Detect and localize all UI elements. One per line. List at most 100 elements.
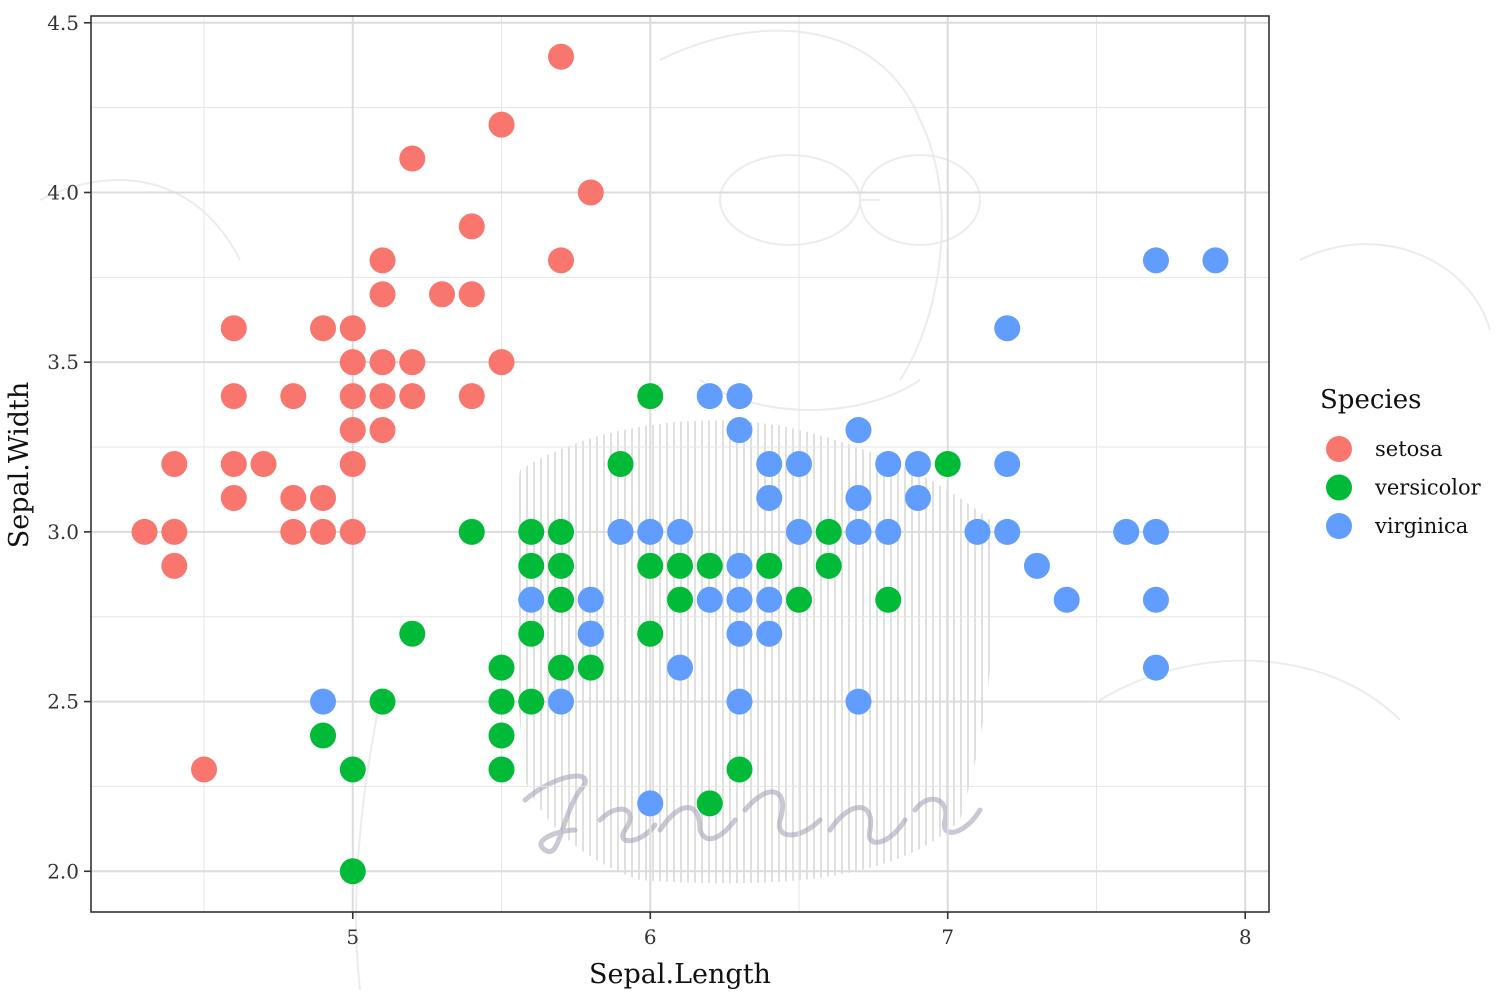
- data-point-setosa: [369, 281, 396, 308]
- data-point-virginica: [845, 417, 872, 444]
- data-point-versicolor: [637, 383, 664, 410]
- y-axis-title: Sepal.Width: [4, 382, 35, 549]
- data-point-versicolor: [726, 756, 753, 783]
- x-tick-label: 6: [644, 925, 657, 949]
- legend: Species setosa versicolor virginica: [1320, 385, 1482, 539]
- data-point-setosa: [191, 756, 218, 783]
- data-point-virginica: [1053, 586, 1080, 613]
- plot-border: [90, 15, 1270, 913]
- data-point-setosa: [339, 518, 366, 545]
- data-point-setosa: [339, 383, 366, 410]
- data-point-versicolor: [696, 790, 723, 817]
- data-point-versicolor: [310, 722, 337, 749]
- data-point-versicolor: [339, 756, 366, 783]
- data-point-virginica: [667, 654, 693, 681]
- data-point-virginica: [607, 518, 634, 545]
- legend-items: setosa versicolor virginica: [1326, 436, 1482, 539]
- legend-key-virginica: [1326, 513, 1352, 539]
- data-point-virginica: [1023, 552, 1050, 579]
- data-point-setosa: [339, 417, 366, 444]
- data-point-virginica: [667, 518, 693, 545]
- data-point-setosa: [161, 518, 188, 545]
- data-point-virginica: [1202, 247, 1229, 274]
- data-point-versicolor: [458, 518, 485, 545]
- data-point-setosa: [577, 179, 604, 206]
- data-point-setosa: [220, 451, 247, 477]
- data-point-virginica: [904, 451, 931, 477]
- data-point-virginica: [994, 451, 1021, 477]
- data-point-setosa: [488, 349, 515, 376]
- data-point-setosa: [250, 451, 277, 477]
- data-point-virginica: [756, 620, 783, 647]
- x-tick-label: 5: [346, 925, 359, 949]
- data-point-versicolor: [667, 552, 693, 579]
- data-point-setosa: [220, 315, 247, 342]
- data-point-setosa: [310, 518, 337, 545]
- data-point-virginica: [726, 417, 753, 444]
- data-point-setosa: [369, 247, 396, 274]
- data-point-virginica: [845, 484, 872, 511]
- data-point-setosa: [548, 247, 575, 274]
- data-point-versicolor: [518, 688, 545, 715]
- data-point-virginica: [518, 586, 545, 613]
- legend-label-versicolor: versicolor: [1374, 476, 1482, 500]
- data-points: [131, 43, 1229, 885]
- data-point-virginica: [726, 552, 753, 579]
- data-point-virginica: [726, 383, 753, 410]
- data-point-versicolor: [369, 688, 396, 715]
- series-virginica: [310, 247, 1229, 817]
- data-point-setosa: [220, 383, 247, 410]
- data-point-virginica: [548, 688, 575, 715]
- data-point-versicolor: [339, 858, 366, 885]
- data-point-virginica: [577, 586, 604, 613]
- striped-shirt-shape: [514, 420, 994, 884]
- data-point-setosa: [339, 349, 366, 376]
- data-point-versicolor: [518, 518, 545, 545]
- data-point-virginica: [310, 688, 337, 715]
- data-point-virginica: [726, 688, 753, 715]
- data-point-versicolor: [637, 620, 664, 647]
- data-point-versicolor: [518, 620, 545, 647]
- x-tick-label: 7: [941, 925, 954, 949]
- data-point-virginica: [875, 518, 902, 545]
- y-tick-label: 4.5: [47, 11, 79, 35]
- data-point-setosa: [131, 518, 158, 545]
- data-point-virginica: [726, 586, 753, 613]
- data-point-virginica: [845, 518, 872, 545]
- legend-label-setosa: setosa: [1375, 437, 1443, 461]
- data-point-versicolor: [637, 552, 664, 579]
- data-point-setosa: [458, 383, 485, 410]
- data-point-virginica: [1142, 247, 1169, 274]
- data-point-setosa: [280, 484, 307, 511]
- data-point-setosa: [548, 43, 575, 70]
- data-point-virginica: [637, 518, 664, 545]
- data-point-virginica: [1113, 518, 1140, 545]
- data-point-versicolor: [815, 552, 842, 579]
- series-setosa: [131, 43, 604, 783]
- data-point-setosa: [369, 383, 396, 410]
- y-axis-ticks: 2.0 2.5 3.0 3.5 4.0 4.5: [47, 11, 91, 883]
- data-point-virginica: [756, 586, 783, 613]
- data-point-virginica: [785, 518, 812, 545]
- data-point-setosa: [310, 484, 337, 511]
- data-point-versicolor: [667, 586, 693, 613]
- data-point-setosa: [161, 451, 188, 477]
- data-point-versicolor: [518, 552, 545, 579]
- data-point-setosa: [458, 213, 485, 240]
- data-point-virginica: [875, 451, 902, 477]
- data-point-versicolor: [488, 654, 515, 681]
- data-point-setosa: [280, 518, 307, 545]
- data-point-versicolor: [399, 620, 426, 647]
- data-point-versicolor: [548, 552, 575, 579]
- data-point-versicolor: [548, 518, 575, 545]
- y-tick-label: 3.5: [47, 350, 79, 374]
- data-point-setosa: [339, 315, 366, 342]
- data-point-setosa: [280, 383, 307, 410]
- series-versicolor: [310, 383, 961, 885]
- data-point-setosa: [458, 281, 485, 308]
- data-point-virginica: [1142, 654, 1169, 681]
- y-tick-label: 2.5: [47, 690, 79, 714]
- data-point-setosa: [339, 451, 366, 477]
